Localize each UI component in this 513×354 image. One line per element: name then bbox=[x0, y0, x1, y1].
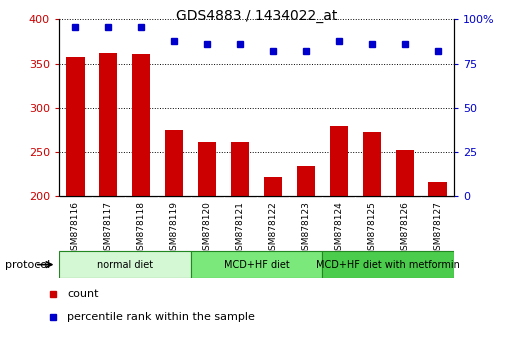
Text: GSM878118: GSM878118 bbox=[137, 201, 146, 256]
Bar bbox=[191, 251, 322, 278]
Bar bbox=[66, 57, 85, 196]
Bar bbox=[264, 177, 282, 196]
Bar bbox=[100, 53, 117, 196]
Bar bbox=[59, 251, 191, 278]
Bar bbox=[322, 251, 454, 278]
Text: normal diet: normal diet bbox=[97, 259, 153, 270]
Text: MCD+HF diet with metformin: MCD+HF diet with metformin bbox=[316, 259, 460, 270]
Text: GSM878117: GSM878117 bbox=[104, 201, 113, 256]
Text: percentile rank within the sample: percentile rank within the sample bbox=[67, 312, 255, 322]
Bar bbox=[198, 142, 216, 196]
Bar bbox=[165, 130, 183, 196]
Text: GSM878122: GSM878122 bbox=[268, 201, 278, 256]
Text: GSM878116: GSM878116 bbox=[71, 201, 80, 256]
Bar bbox=[428, 182, 447, 196]
Text: GSM878123: GSM878123 bbox=[301, 201, 310, 256]
Text: count: count bbox=[67, 289, 99, 299]
Text: GDS4883 / 1434022_at: GDS4883 / 1434022_at bbox=[176, 9, 337, 23]
Text: GSM878119: GSM878119 bbox=[170, 201, 179, 256]
Bar bbox=[396, 149, 413, 196]
Text: GSM878120: GSM878120 bbox=[203, 201, 212, 256]
Bar bbox=[297, 166, 315, 196]
Bar bbox=[363, 132, 381, 196]
Text: GSM878121: GSM878121 bbox=[235, 201, 245, 256]
Text: protocol: protocol bbox=[5, 259, 50, 270]
Bar bbox=[132, 54, 150, 196]
Text: GSM878126: GSM878126 bbox=[400, 201, 409, 256]
Text: GSM878127: GSM878127 bbox=[433, 201, 442, 256]
Bar bbox=[330, 126, 348, 196]
Bar bbox=[231, 142, 249, 196]
Text: GSM878124: GSM878124 bbox=[334, 201, 343, 256]
Text: MCD+HF diet: MCD+HF diet bbox=[224, 259, 289, 270]
Text: GSM878125: GSM878125 bbox=[367, 201, 376, 256]
